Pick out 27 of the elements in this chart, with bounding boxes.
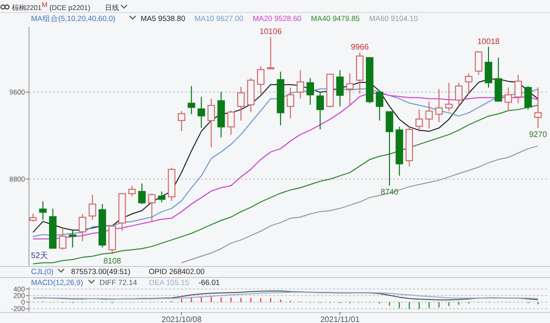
annotation: 8740 — [380, 188, 399, 197]
candlestick — [484, 46, 492, 88]
candlestick — [425, 101, 433, 129]
candlestick — [286, 87, 294, 119]
annotation: 9270 — [529, 130, 548, 140]
annotation: 9966 — [350, 42, 370, 52]
candlestick — [346, 72, 354, 106]
candlestick — [316, 92, 324, 130]
annotation: 10018 — [477, 36, 500, 46]
candlestick — [534, 87, 542, 129]
candlestick — [504, 87, 512, 112]
x-tick-label: 2021/11/01 — [320, 315, 360, 323]
candlestick — [198, 96, 206, 128]
annotation: 8108 — [103, 256, 122, 266]
line-series — [181, 146, 538, 264]
candlestick — [435, 88, 443, 123]
candlestick — [217, 91, 225, 138]
candlestick — [336, 70, 344, 107]
x-tick-label: 2021/10/08 — [162, 315, 202, 323]
candlestick — [39, 200, 47, 220]
candlestick — [296, 70, 304, 100]
candlestick — [88, 194, 96, 220]
annotation: 10106 — [260, 27, 282, 36]
candlestick — [207, 98, 215, 148]
annotation: 52天 — [31, 251, 48, 260]
candlestick — [237, 86, 245, 122]
candlestick — [78, 214, 86, 242]
